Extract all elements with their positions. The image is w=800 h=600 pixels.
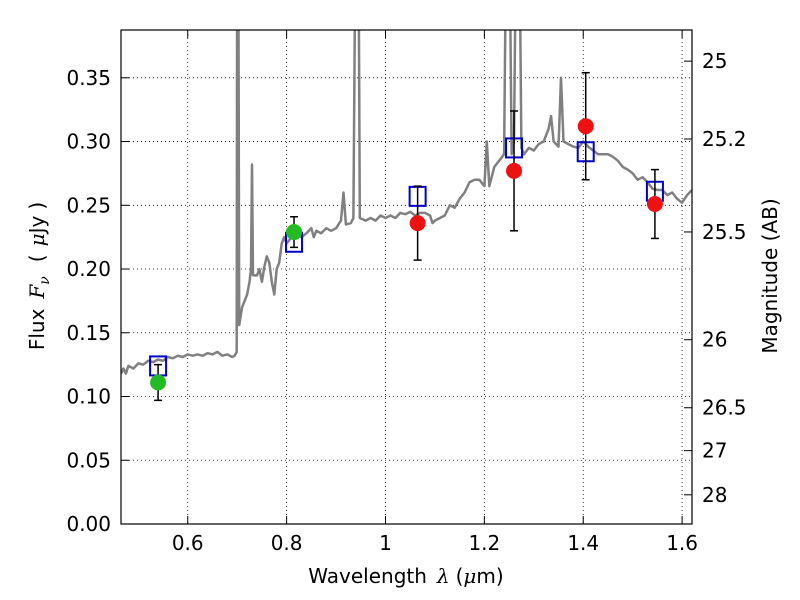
- y-tick-label: 0.30: [66, 130, 111, 154]
- y-tick-label: 0.10: [66, 385, 111, 409]
- mag-tick-label: 25.5: [702, 220, 747, 244]
- x-tick-label: 1: [379, 531, 392, 555]
- x-tick-label: 1.4: [567, 531, 599, 555]
- grid-lines: [121, 30, 692, 525]
- model-spectrum-layer: [121, 30, 692, 375]
- y-tick-label: 0.35: [66, 66, 111, 90]
- plot-frame: [120, 29, 693, 525]
- mag-tick-label: 26: [702, 328, 727, 352]
- mag-tick-label: 25: [702, 49, 727, 73]
- observed-point: [150, 374, 167, 391]
- mag-tick-label: 25.2: [702, 127, 747, 151]
- x-tick-label: 1.6: [666, 531, 698, 555]
- y-tick-label: 0.05: [66, 448, 111, 472]
- observed-point: [506, 162, 523, 179]
- y-tick-label: 0.00: [66, 512, 111, 536]
- observed-point: [409, 215, 426, 232]
- observed-point: [577, 118, 594, 135]
- y-tick-label: 0.15: [66, 321, 111, 345]
- mag-tick-label: 27: [702, 439, 727, 463]
- mag-tick-label: 28: [702, 483, 727, 507]
- y2-axis-label: Magnitude (AB): [758, 198, 782, 353]
- x-axis-label: Wavelength λ (μm): [308, 564, 503, 588]
- y-tick-label: 0.25: [66, 193, 111, 217]
- x-tick-label: 0.8: [271, 531, 303, 555]
- y-axis-label: FluxFν(μJy): [25, 202, 53, 350]
- observed-point: [646, 196, 663, 213]
- y-tick-label: 0.20: [66, 257, 111, 281]
- model-spectrum-line: [121, 30, 692, 375]
- mag-tick-label: 26.5: [702, 396, 747, 420]
- markers-layer: [149, 71, 664, 402]
- x-tick-label: 1.2: [468, 531, 500, 555]
- ticks-layer: 0.6 0.8 1 1.2 1.4 1.6 0.00 0.05 0.10 0.15 0.20 0.25…: [66, 30, 747, 555]
- observed-point: [286, 224, 303, 241]
- x-tick-label: 0.6: [172, 531, 204, 555]
